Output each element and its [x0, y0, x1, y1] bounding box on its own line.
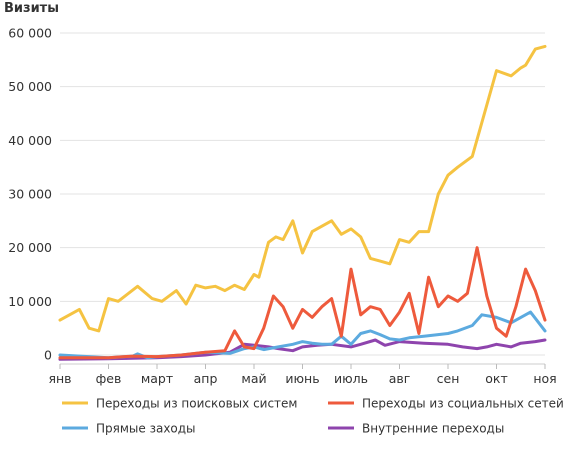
series-line-1	[58, 246, 547, 360]
legend: Переходы из поисковых систем Переходы из …	[62, 397, 564, 436]
legend-label: Прямые заходы	[96, 422, 196, 436]
x-tick-label: фев	[96, 371, 122, 386]
x-tick-label: март	[141, 371, 173, 386]
series-line-2	[58, 310, 547, 360]
y-tick-label: 60 000	[8, 26, 52, 41]
x-tick-label: ноя	[533, 371, 556, 386]
y-tick-label: 20 000	[8, 240, 52, 255]
x-tick-label: сен	[437, 371, 460, 386]
y-tick-label: 40 000	[8, 133, 52, 148]
grid	[60, 32, 545, 365]
legend-label: Внутренние переходы	[362, 422, 504, 436]
y-tick-label: 0	[44, 348, 52, 363]
series-line-0	[58, 44, 547, 333]
x-tick-label: окт	[485, 371, 507, 386]
x-tick-label: апр	[194, 371, 218, 386]
x-tick-label: июнь	[285, 371, 319, 386]
y-axis-title: Визиты	[4, 1, 59, 16]
x-tick-label: май	[241, 371, 266, 386]
x-tick-label: янв	[48, 371, 71, 386]
y-tick-label: 30 000	[8, 187, 52, 202]
y-axis-ticks: 0 10 000 20 000 30 000 40 000 50 000 60 000	[8, 26, 52, 363]
y-tick-label: 10 000	[8, 294, 52, 309]
legend-label: Переходы из поисковых систем	[96, 397, 298, 411]
legend-label: Переходы из социальных сетей	[362, 397, 564, 411]
x-tick-label: авг	[389, 371, 411, 386]
series-lines	[58, 44, 547, 361]
x-axis-ticks: янв фев март апр май июнь июль авг сен окт ноя	[48, 364, 557, 386]
y-tick-label: 50 000	[8, 79, 52, 94]
x-tick-label: июль	[334, 371, 368, 386]
